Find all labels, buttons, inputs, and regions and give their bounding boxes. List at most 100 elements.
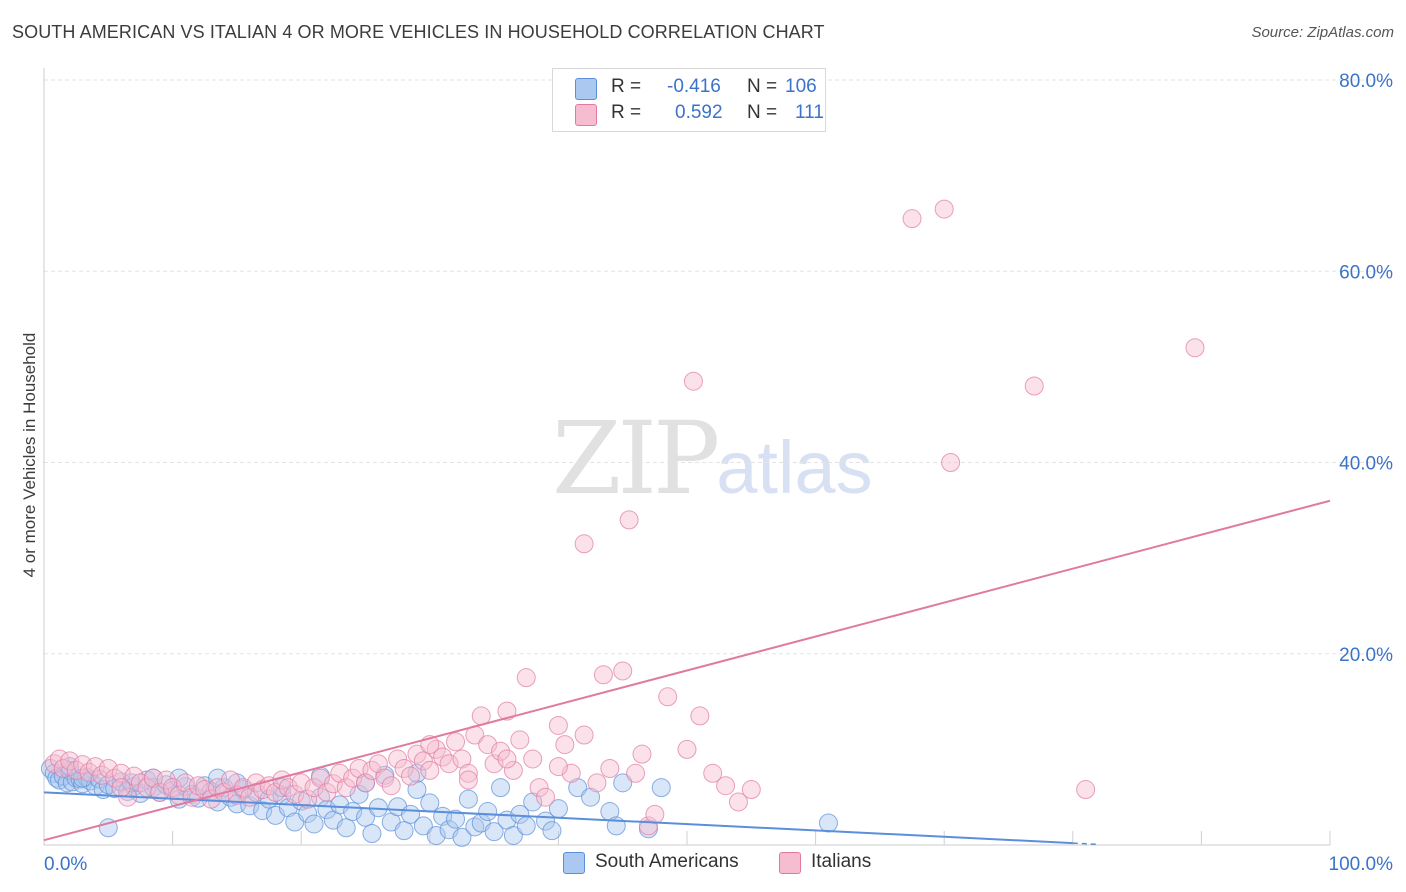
south-americans-trend-extension <box>1072 842 1099 846</box>
italians-point <box>458 763 478 783</box>
legend-r-value: 0.592 <box>675 102 723 123</box>
y-tick-label: 80.0% <box>1339 71 1393 92</box>
watermark: ZIPatlas <box>552 400 873 517</box>
italians-point <box>420 760 440 780</box>
south-americans-point <box>362 824 382 844</box>
italians-point <box>645 804 665 824</box>
south-americans-point <box>613 773 633 793</box>
south-americans-point <box>420 793 440 813</box>
italians-point <box>356 773 375 793</box>
legend-r-label: R = <box>611 76 642 97</box>
italians-point <box>446 732 466 752</box>
italians-point <box>574 534 594 554</box>
watermark-atlas: atlas <box>716 426 873 509</box>
italians-point <box>593 665 613 685</box>
legend-r-label: R = <box>611 102 642 123</box>
italians-point <box>658 687 678 707</box>
legend-r-value: -0.416 <box>667 76 721 97</box>
south-americans-point <box>446 809 466 829</box>
south-americans-point <box>413 816 433 836</box>
italians-trend-line <box>43 499 1331 842</box>
italians-point <box>60 751 80 771</box>
italians-point <box>619 510 639 530</box>
legend-n-label: N = <box>747 102 778 123</box>
italians-point <box>728 792 748 812</box>
italians-point <box>298 789 318 809</box>
italians-point <box>381 776 401 796</box>
south-americans-point <box>304 814 324 834</box>
italians-point <box>574 725 594 745</box>
south-americans-point <box>478 802 498 822</box>
italians-point <box>600 759 620 778</box>
italians-point <box>523 749 543 769</box>
watermark-zip: ZIP <box>552 400 720 517</box>
south-americans-point <box>516 816 536 836</box>
y-tick-label: 20.0% <box>1339 645 1393 666</box>
south-americans-trend-line <box>43 791 1073 845</box>
italians-point <box>529 778 549 798</box>
south-americans-point <box>253 801 273 821</box>
italians-point <box>1024 376 1044 396</box>
italians-point <box>388 749 408 769</box>
legend-swatch-italians <box>575 104 597 126</box>
italians-point <box>336 778 356 798</box>
south-americans-point <box>568 778 588 798</box>
legend-swatch-south-americans <box>575 78 597 100</box>
italians-point <box>548 715 568 735</box>
italians-point <box>516 668 536 688</box>
italians-point <box>491 741 511 761</box>
x-tick-label: 100.0% <box>1329 854 1394 875</box>
italians-point <box>156 770 176 790</box>
italians-point <box>265 782 285 802</box>
italians-point <box>330 763 350 783</box>
bottom-legend-swatch-italians <box>779 852 801 874</box>
south-americans-point <box>503 825 523 845</box>
italians-point <box>343 768 363 788</box>
italians-point <box>677 739 697 759</box>
y-tick-label: 60.0% <box>1339 262 1393 283</box>
south-americans-point <box>491 778 511 798</box>
south-americans-point <box>523 792 543 812</box>
italians-point <box>632 744 652 764</box>
italians-point <box>555 735 575 755</box>
italians-point <box>497 701 517 721</box>
south-americans-point <box>394 821 414 841</box>
italians-point <box>452 749 472 769</box>
italians-point <box>413 751 433 771</box>
chart-title: SOUTH AMERICAN VS ITALIAN 4 OR MORE VEHI… <box>12 22 825 42</box>
italians-point <box>368 754 388 774</box>
italians-point <box>310 768 330 788</box>
bottom-legend-label-italians: Italians <box>811 851 872 872</box>
italians-point <box>497 749 517 769</box>
south-americans-point <box>452 827 472 847</box>
italians-point <box>1185 338 1205 358</box>
south-americans-point <box>458 789 478 809</box>
italians-point <box>536 787 556 807</box>
bottom-legend-label-south-americans: South Americans <box>595 851 739 872</box>
legend-n-value: 111 <box>795 102 824 123</box>
italians-point <box>323 774 343 794</box>
italians-point <box>111 778 131 798</box>
italians-point <box>484 754 504 774</box>
south-americans-point <box>336 818 356 838</box>
south-americans-point <box>484 822 504 842</box>
italians-point <box>503 760 523 780</box>
italians-point <box>304 778 324 798</box>
south-americans-point <box>317 800 337 820</box>
italians-point <box>587 773 607 793</box>
italians-point <box>613 661 633 681</box>
italians-point <box>401 766 421 786</box>
italians-point <box>741 780 761 800</box>
italians-point <box>683 371 703 391</box>
y-tick-label: 40.0% <box>1339 454 1393 475</box>
italians-point <box>394 759 414 778</box>
italians-point <box>703 763 723 783</box>
italians-point <box>690 706 710 726</box>
south-americans-point <box>510 804 530 824</box>
bottom-legend-swatch-south-americans <box>563 852 585 874</box>
x-tick-label: 0.0% <box>44 854 87 875</box>
italians-point <box>291 773 311 793</box>
italians-point <box>510 730 530 750</box>
legend-n-label: N = <box>747 76 778 97</box>
